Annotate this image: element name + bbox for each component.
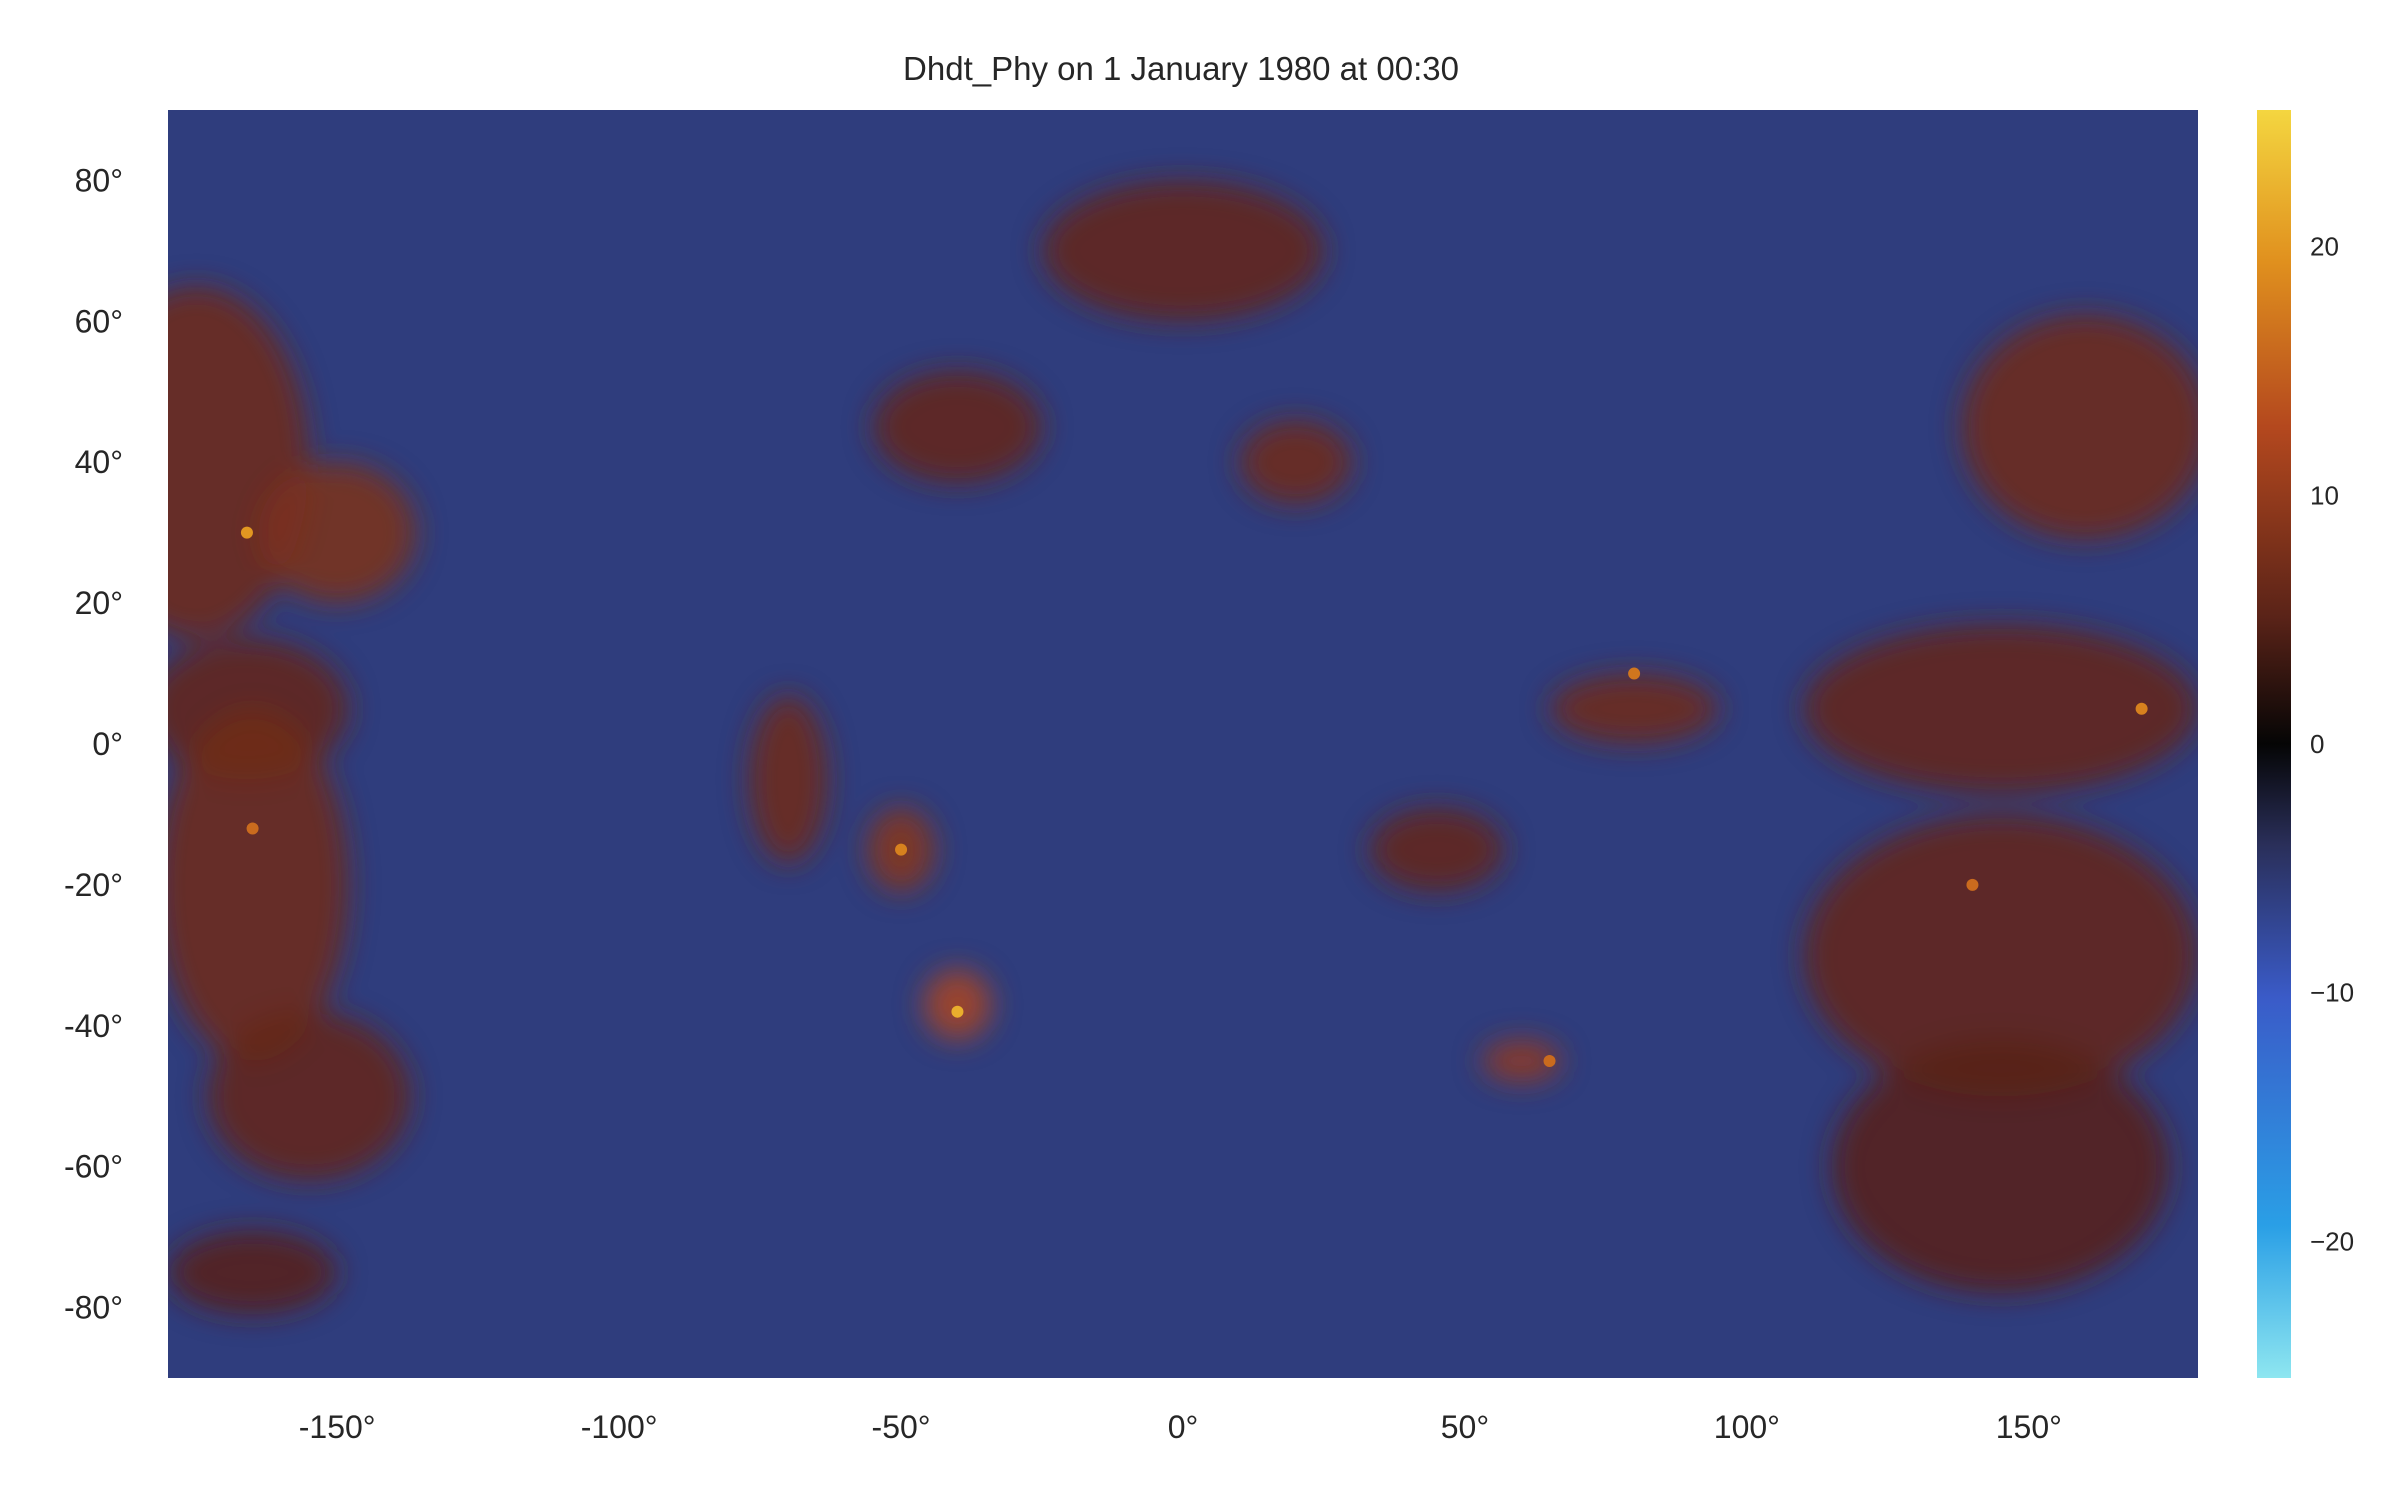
y-tick-label: -40° [64, 1008, 123, 1044]
heatmap-hotspot [895, 843, 908, 856]
x-tick-label: 150° [1996, 1409, 2062, 1445]
heatmap-hotspot [1543, 1055, 1556, 1067]
heatmap-region [1961, 314, 2198, 540]
x-tick-label: -100° [581, 1409, 658, 1445]
heatmap-region [1369, 807, 1505, 892]
y-tick-label: -60° [64, 1149, 123, 1185]
chart-title: Dhdt_Phy on 1 January 1980 at 00:30 [903, 50, 1459, 87]
colorbar-tick-label: 20 [2310, 232, 2339, 262]
colorbar-tick-label: 10 [2310, 480, 2339, 510]
y-tick-label: -80° [64, 1290, 123, 1326]
heatmap-region [1549, 673, 1719, 744]
colorbar-tick-label: −20 [2310, 1226, 2354, 1256]
y-tick-label: 40° [75, 444, 123, 480]
y-tick-label: 0° [92, 726, 123, 762]
colorbar-ticks: 20 10 0 −10 −20 [2310, 232, 2354, 1257]
heatmap-hotspot [951, 1005, 964, 1018]
heatmap-hotspots [240, 526, 2148, 1067]
heatmap-hotspot [240, 526, 253, 539]
heatmap-hotspot [2135, 702, 2148, 715]
x-tick-label: 100° [1714, 1409, 1780, 1445]
heatmap-hotspot [1628, 667, 1641, 680]
heatmap-region [923, 969, 992, 1040]
y-tick-label: 20° [75, 585, 123, 621]
heatmap-region [1803, 814, 2198, 1097]
colorbar-tick-label: −10 [2310, 978, 2354, 1008]
x-axis-ticks: -150° -100° -50° 0° 50° 100° 150° [299, 1409, 2062, 1445]
plot-area [168, 110, 2198, 1378]
x-tick-label: 50° [1441, 1409, 1489, 1445]
colorbar-tick-label: 0 [2310, 729, 2324, 759]
heatmap-region [1803, 624, 2198, 794]
heatmap-region [168, 1230, 338, 1315]
heatmap-region [168, 708, 349, 1061]
y-tick-label: -20° [64, 867, 123, 903]
heatmap-region [872, 370, 1043, 484]
heatmap-region [1481, 1039, 1561, 1083]
x-tick-label: 0° [1168, 1409, 1199, 1445]
heatmap-region [207, 1011, 411, 1181]
heatmap-region [1239, 419, 1353, 505]
y-tick-label: 60° [75, 303, 123, 339]
heatmap-hotspot [246, 822, 259, 835]
y-axis-ticks: 80° 60° 40° 20° 0° -20° -40° -60° -80° [64, 162, 123, 1325]
colorbar-gradient [2257, 110, 2291, 1378]
heatmap-region [1042, 180, 1324, 322]
heatmap-region [1831, 1039, 2170, 1294]
y-tick-label: 80° [75, 162, 123, 198]
heatmap-region [258, 462, 417, 604]
heatmap-region [748, 694, 828, 864]
heatmap-hotspot [1966, 878, 1979, 891]
x-tick-label: -150° [299, 1409, 376, 1445]
colorbar: 20 10 0 −10 −20 [2257, 110, 2354, 1378]
heatmap-regions [168, 180, 2198, 1315]
x-tick-label: -50° [872, 1409, 931, 1445]
